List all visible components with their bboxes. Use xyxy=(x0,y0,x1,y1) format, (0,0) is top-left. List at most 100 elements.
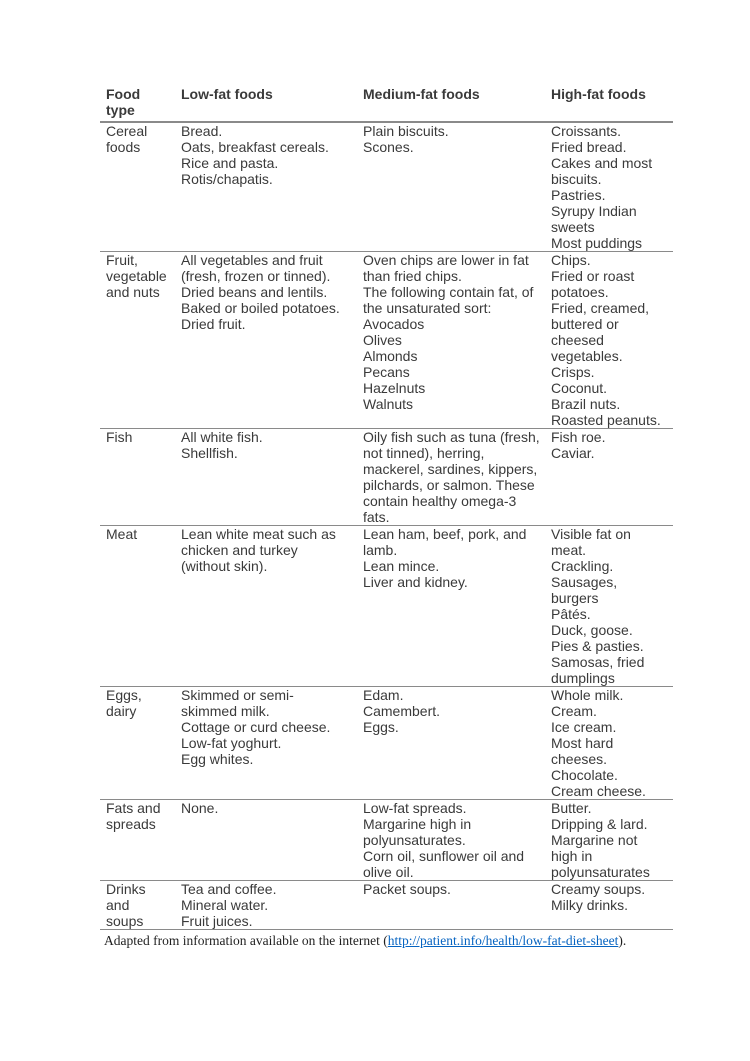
cell-line: Oats, breakfast cereals. xyxy=(181,139,329,155)
cell-line: Olives xyxy=(363,332,402,348)
cell-line: Low-fat yoghurt. xyxy=(181,735,282,751)
cell-line: Crackling. xyxy=(551,558,614,574)
cell-line: Skimmed or semi-skimmed milk. xyxy=(181,687,294,719)
low-fat-cell: Lean white meat such as chicken and turk… xyxy=(175,525,357,687)
table-row: Fish All white fish. Shellfish. Oily fish s… xyxy=(100,428,673,526)
medium-fat-cell: Low-fat spreads. Margarine high in polyun… xyxy=(357,799,545,881)
cell-line: Caviar. xyxy=(551,445,595,461)
low-fat-cell: All white fish. Shellfish. xyxy=(175,428,357,526)
cell-line: Fruit juices. xyxy=(181,913,253,929)
cell-line: Lean ham, beef, pork, and lamb. xyxy=(363,526,527,558)
cell-line: Duck, goose. xyxy=(551,622,633,638)
low-fat-cell: Bread. Oats, breakfast cereals. Rice and p… xyxy=(175,122,357,252)
medium-fat-cell: Oven chips are lower in fat than fried c… xyxy=(357,251,545,429)
cell-line: Fish roe. xyxy=(551,429,606,445)
food-type-cell: Fruit, vegetable and nuts xyxy=(100,251,175,429)
table-row: Fats and spreads None. Low-fat spreads. Mar… xyxy=(100,799,673,881)
cell-line: All white fish. xyxy=(181,429,263,445)
fat-content-table: Food type Low-fat foods Medium-fat foods… xyxy=(100,86,673,930)
cell-line: Dripping & lard. xyxy=(551,816,648,832)
high-fat-cell: Fish roe. Caviar. xyxy=(545,428,673,526)
cell-line: Liver and kidney. xyxy=(363,574,468,590)
cell-line: Roasted peanuts. xyxy=(551,412,661,428)
cell-line: Cakes and most biscuits. xyxy=(551,155,653,187)
medium-fat-cell: Packet soups. xyxy=(357,880,545,930)
cell-line: None. xyxy=(181,800,219,816)
cell-line: Low-fat spreads. xyxy=(363,800,467,816)
cell-line: Cream cheese. xyxy=(551,783,646,799)
footnote-link[interactable]: http://patient.info/health/low-fat-diet-… xyxy=(387,933,619,948)
cell-line: Rotis/chapatis. xyxy=(181,171,273,187)
header-low-fat: Low-fat foods xyxy=(175,86,357,123)
cell-line: Camembert. xyxy=(363,703,441,719)
cell-line: Pastries. xyxy=(551,187,606,203)
cell-line: Baked or boiled potatoes. xyxy=(181,300,340,316)
footnote-suffix: ). xyxy=(618,933,627,948)
header-medium-fat: Medium-fat foods xyxy=(357,86,545,123)
high-fat-cell: Whole milk. Cream. Ice cream. Most hard che… xyxy=(545,686,673,800)
cell-line: Oven chips are lower in fat than fried c… xyxy=(363,252,529,284)
cell-line: Chocolate. xyxy=(551,767,618,783)
medium-fat-cell: Oily fish such as tuna (fresh, not tinne… xyxy=(357,428,545,526)
table-row: Drinks and soups Tea and coffee. Mineral w… xyxy=(100,880,673,930)
cell-line: Pecans xyxy=(363,364,410,380)
cell-line: Coconut. xyxy=(551,380,608,396)
header-row: Food type Low-fat foods Medium-fat foods… xyxy=(100,86,673,123)
cell-line: Chips. xyxy=(551,252,591,268)
table-row: Fruit, vegetable and nuts All vegetables … xyxy=(100,251,673,429)
low-fat-cell: None. xyxy=(175,799,357,881)
table-row: Eggs, dairy Skimmed or semi-skimmed milk.… xyxy=(100,686,673,800)
cell-line: Corn oil, sunflower oil and olive oil. xyxy=(363,848,525,880)
cell-line: Syrupy Indian sweets xyxy=(551,203,637,235)
high-fat-cell: Croissants. Fried bread. Cakes and most bi… xyxy=(545,122,673,252)
cell-line: Hazelnuts xyxy=(363,380,426,396)
medium-fat-cell: Plain biscuits. Scones. xyxy=(357,122,545,252)
cell-line: Oily fish such as tuna (fresh, not tinne… xyxy=(363,429,540,525)
cell-line: Margarine not high in polyunsaturates xyxy=(551,832,650,880)
low-fat-cell: All vegetables and fruit (fresh, frozen … xyxy=(175,251,357,429)
cell-line: All vegetables and fruit (fresh, frozen … xyxy=(181,252,331,284)
cell-line: Brazil nuts. xyxy=(551,396,621,412)
cell-line: Visible fat on meat. xyxy=(551,526,631,558)
cell-line: Dried fruit. xyxy=(181,316,246,332)
cell-line: Crisps. xyxy=(551,364,595,380)
cell-line: Edam. xyxy=(363,687,404,703)
cell-line: Cream. xyxy=(551,703,597,719)
cell-line: Margarine high in polyunsaturates. xyxy=(363,816,472,848)
cell-line: Shellfish. xyxy=(181,445,238,461)
cell-line: Pies & pasties. xyxy=(551,638,644,654)
cell-line: Scones. xyxy=(363,139,414,155)
header-food-type: Food type xyxy=(100,86,175,123)
table-row: Cereal foods Bread. Oats, breakfast cereal… xyxy=(100,122,673,252)
cell-line: Rice and pasta. xyxy=(181,155,279,171)
cell-line: Sausages, burgers xyxy=(551,574,618,606)
cell-line: Milky drinks. xyxy=(551,897,629,913)
cell-line: Mineral water. xyxy=(181,897,269,913)
cell-line: Lean mince. xyxy=(363,558,440,574)
header-high-fat: High-fat foods xyxy=(545,86,673,123)
medium-fat-cell: Lean ham, beef, pork, and lamb. Lean minc… xyxy=(357,525,545,687)
cell-line: Fried or roast potatoes. xyxy=(551,268,635,300)
cell-line: Butter. xyxy=(551,800,592,816)
cell-line: Most hard cheeses. xyxy=(551,735,614,767)
low-fat-cell: Tea and coffee. Mineral water. Fruit juice… xyxy=(175,880,357,930)
cell-line: Fried bread. xyxy=(551,139,627,155)
cell-line: Fried, creamed, buttered or cheesed vege… xyxy=(551,300,650,364)
high-fat-cell: Creamy soups. Milky drinks. xyxy=(545,880,673,930)
cell-line: Bread. xyxy=(181,123,223,139)
high-fat-cell: Chips. Fried or roast potatoes. Fried, cre… xyxy=(545,251,673,429)
high-fat-cell: Visible fat on meat. Crackling. Sausages, … xyxy=(545,525,673,687)
footnote: Adapted from information available on th… xyxy=(100,930,673,949)
low-fat-cell: Skimmed or semi-skimmed milk. Cottage or … xyxy=(175,686,357,800)
food-type-cell: Cereal foods xyxy=(100,122,175,252)
cell-line: Ice cream. xyxy=(551,719,617,735)
table-row: Meat Lean white meat such as chicken and … xyxy=(100,525,673,687)
cell-line: Samosas, fried dumplings xyxy=(551,654,645,686)
cell-line: Most puddings xyxy=(551,235,643,251)
cell-line: Pâtés. xyxy=(551,606,591,622)
high-fat-cell: Butter. Dripping & lard. Margarine not hig… xyxy=(545,799,673,881)
document-body: Food type Low-fat foods Medium-fat foods… xyxy=(100,86,673,949)
cell-line: Avocados xyxy=(363,316,425,332)
medium-fat-cell: Edam. Camembert. Eggs. xyxy=(357,686,545,800)
